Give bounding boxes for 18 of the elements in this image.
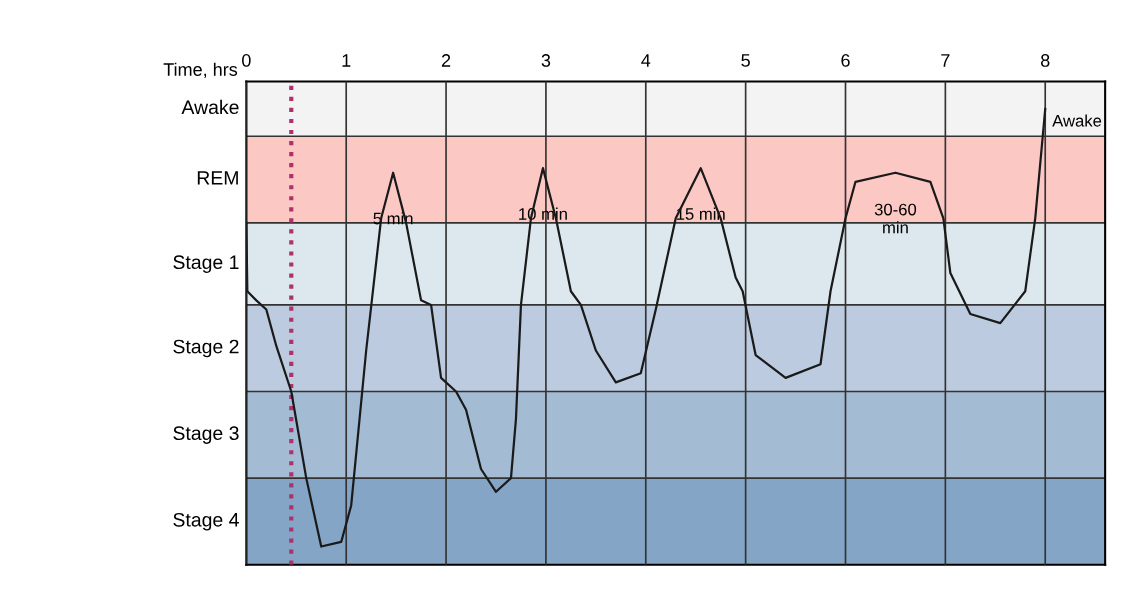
band-label: Stage 4 [173,512,239,531]
band-label: Stage 2 [173,339,239,358]
band-label: Stage 3 [173,426,239,444]
x-tick-label: 3 [541,54,551,67]
band-label: REM [197,171,238,185]
x-tick-label: 7 [941,54,950,67]
x-tick-label: 4 [641,54,651,67]
x-tick-label: 6 [841,54,850,67]
x-tick-label: 5 [741,54,750,67]
x-axis-title: Time, hrs [163,62,238,79]
x-tick-label: 8 [1040,54,1050,67]
annotation: Awake [1052,114,1102,127]
annotation: 30-60 min [874,203,917,234]
x-tick-label: 1 [342,54,351,67]
x-tick-label: 0 [242,54,251,67]
band-label: Stage 1 [173,255,239,273]
band-label: Awake [181,99,239,115]
x-tick-label: 2 [441,54,451,67]
